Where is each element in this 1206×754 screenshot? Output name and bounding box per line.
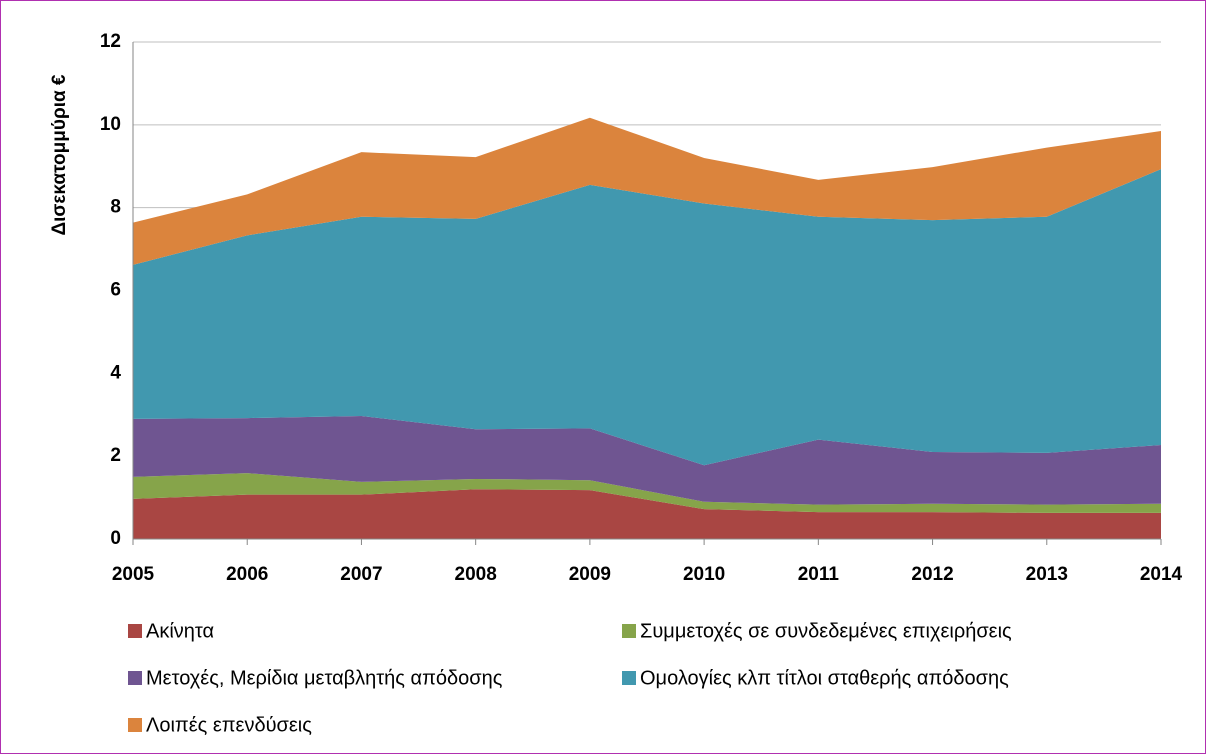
x-tick-label: 2011 (798, 564, 840, 585)
legend-label: Συμμετοχές σε συνδεδεμένες επιχειρήσεις (640, 620, 1012, 642)
y-tick-label: 6 (110, 280, 121, 301)
y-axis-label: Δισεκατομμύρια € (49, 74, 70, 235)
y-tick-label: 4 (110, 362, 121, 383)
x-tick-label: 2013 (1026, 564, 1068, 585)
legend-swatch (128, 624, 142, 638)
x-tick-label: 2007 (340, 564, 382, 585)
area (133, 169, 1161, 466)
y-tick-label: 0 (110, 528, 121, 549)
y-tick-label: 8 (110, 197, 121, 218)
legend-swatch (128, 671, 142, 685)
y-tick-label: 2 (110, 445, 121, 466)
legend-label: Ομολογίες κλπ τίτλοι σταθερής απόδοσης (640, 667, 1009, 689)
area (133, 489, 1161, 539)
x-tick-label: 2009 (569, 564, 611, 585)
y-tick-label: 12 (100, 31, 121, 52)
y-tick-label: 10 (100, 114, 121, 135)
area (133, 415, 1161, 505)
legend-label: Ακίνητα (146, 620, 214, 642)
area (133, 473, 1161, 513)
legend-swatch (622, 624, 636, 638)
legend-swatch (128, 718, 142, 732)
legend-label: Μετοχές, Μερίδια μεταβλητής απόδοσης (146, 667, 503, 689)
legend-label: Λοιπές επενδύσεις (146, 714, 312, 736)
x-tick-label: 2014 (1140, 564, 1183, 585)
x-tick-label: 2012 (911, 564, 953, 585)
x-tick-label: 2010 (683, 564, 725, 585)
x-tick-label: 2008 (455, 564, 497, 585)
x-tick-label: 2006 (226, 564, 268, 585)
x-tick-label: 2005 (112, 564, 155, 585)
legend-swatch (622, 671, 636, 685)
area (133, 117, 1161, 265)
